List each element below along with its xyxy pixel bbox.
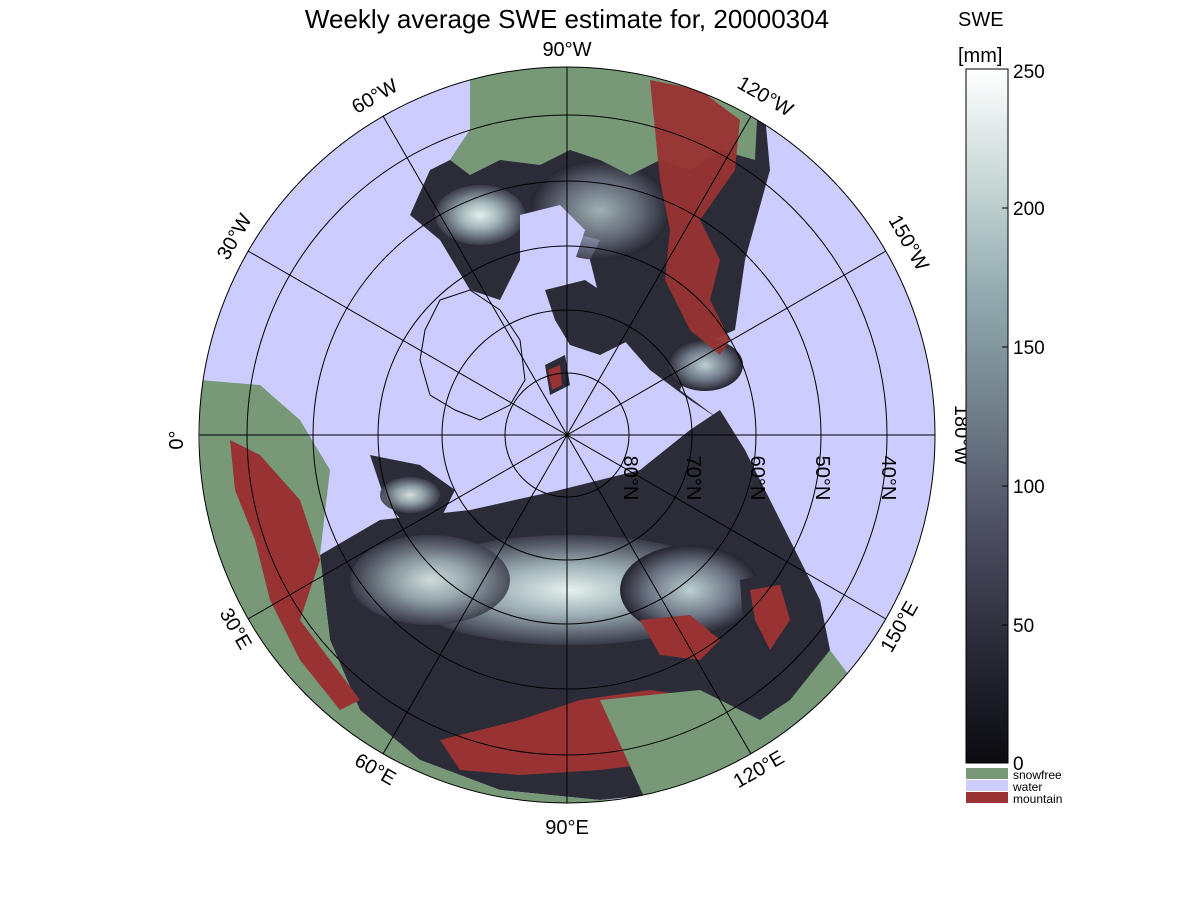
east-asia-mountains bbox=[640, 615, 720, 660]
legend-swatch-water bbox=[966, 780, 1008, 791]
label-0: 0° bbox=[166, 430, 188, 449]
colorbar-gradient bbox=[965, 68, 1009, 764]
colorbar-tick-0: 0 bbox=[1013, 754, 1024, 775]
arctic-mountain-1 bbox=[548, 365, 562, 390]
legend-swatch-snowfree bbox=[966, 768, 1008, 779]
meridians bbox=[199, 67, 935, 803]
colorbar-tick-200: 200 bbox=[1013, 199, 1045, 220]
colorbar-tick-150: 150 bbox=[1013, 338, 1045, 359]
europe-mountains bbox=[230, 440, 360, 710]
east-siberia-swe bbox=[620, 545, 760, 635]
legend-swatch-mountain bbox=[966, 792, 1008, 803]
colorbar-tick-250: 250 bbox=[1013, 62, 1045, 83]
arctic-archipelago bbox=[545, 280, 630, 355]
colorbar-tick-100: 100 bbox=[1013, 477, 1045, 498]
label-90w: 90°W bbox=[542, 39, 591, 61]
label-60n: 60°N bbox=[746, 456, 768, 501]
label-50n: 50°N bbox=[811, 456, 833, 501]
parallel-labels: 80°N 70°N 60°N 50°N 40°N bbox=[619, 456, 899, 501]
hudson-bay-water bbox=[520, 205, 585, 275]
colorbar-label-line1: SWE bbox=[958, 9, 1004, 31]
legend-label-snowfree: snowfree bbox=[1013, 768, 1062, 782]
label-40n: 40°N bbox=[877, 456, 899, 501]
meridian-150w-30e bbox=[247, 250, 887, 620]
legend-label-water: water bbox=[1012, 780, 1042, 794]
russia-swe-high bbox=[350, 535, 510, 625]
rocky-mountains bbox=[650, 80, 740, 355]
legend-label-mountain: mountain bbox=[1013, 792, 1062, 806]
north-america-swe-high bbox=[435, 185, 525, 245]
colorbar: SWE [mm] 0 50 100 150 200 250 bbox=[958, 9, 1045, 775]
far-east-mountains bbox=[750, 585, 790, 650]
category-legend: snowfree water mountain bbox=[966, 768, 1062, 806]
label-80n: 80°N bbox=[619, 456, 641, 501]
label-70n: 70°N bbox=[682, 456, 704, 501]
colorbar-ticks bbox=[1002, 68, 1008, 764]
scandinavia-swe bbox=[380, 477, 440, 513]
europe-snowfree bbox=[200, 380, 720, 803]
colorbar-label-line2: [mm] bbox=[958, 45, 1002, 67]
alaska-swe bbox=[667, 339, 743, 391]
colorbar-tick-50: 50 bbox=[1013, 616, 1034, 637]
map-title: Weekly average SWE estimate for, 2000030… bbox=[305, 4, 829, 34]
label-90e: 90°E bbox=[545, 817, 589, 839]
greenland-outline bbox=[419, 289, 526, 421]
